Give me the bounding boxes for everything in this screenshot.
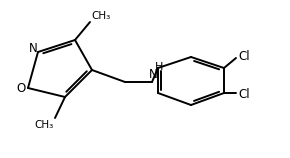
- Text: CH₃: CH₃: [91, 11, 110, 21]
- Text: N: N: [149, 69, 158, 82]
- Text: Cl: Cl: [238, 51, 250, 64]
- Text: H: H: [155, 62, 163, 72]
- Text: CH₃: CH₃: [35, 120, 54, 130]
- Text: O: O: [16, 82, 26, 95]
- Text: N: N: [29, 43, 37, 55]
- Text: Cl: Cl: [238, 88, 250, 100]
